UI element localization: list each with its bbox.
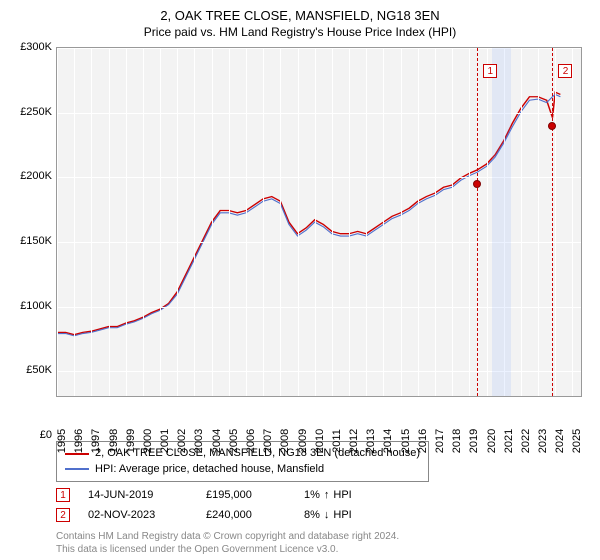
grid-line-v (418, 48, 419, 396)
highlight-band (492, 48, 511, 396)
chart-area: 12 £0£50K£100K£150K£200K£250K£300K199519… (12, 43, 588, 435)
grid-line-v (229, 48, 230, 396)
grid-line-v (298, 48, 299, 396)
y-axis-label: £150K (12, 235, 52, 247)
sale-delta-pct: 8% (304, 509, 320, 521)
grid-line-v (177, 48, 178, 396)
y-axis-label: £50K (12, 364, 52, 376)
grid-line-v (383, 48, 384, 396)
sale-badge: 1 (56, 488, 70, 502)
sale-marker-dot (473, 180, 481, 188)
grid-line-v (366, 48, 367, 396)
legend-label: HPI: Average price, detached house, Mans… (95, 462, 324, 477)
sale-price: £195,000 (206, 489, 286, 501)
chart-subtitle: Price paid vs. HM Land Registry's House … (12, 25, 588, 39)
sale-row: 2 02-NOV-2023 £240,000 8% ↓HPI (56, 508, 582, 522)
sale-delta-label: HPI (333, 489, 351, 501)
sale-delta-pct: 1% (304, 489, 320, 501)
sale-delta-label: HPI (333, 509, 351, 521)
grid-line-v (572, 48, 573, 396)
grid-line-v (469, 48, 470, 396)
sale-marker-badge: 1 (483, 64, 497, 78)
grid-line-v (452, 48, 453, 396)
grid-line-v (212, 48, 213, 396)
grid-line-v (521, 48, 522, 396)
title-block: 2, OAK TREE CLOSE, MANSFIELD, NG18 3EN P… (12, 8, 588, 39)
grid-line-v (435, 48, 436, 396)
grid-line-v (246, 48, 247, 396)
grid-line-v (194, 48, 195, 396)
sale-marker-badge: 2 (558, 64, 572, 78)
sale-marker-line (552, 48, 553, 396)
series-hpi (57, 94, 560, 335)
grid-line-v (280, 48, 281, 396)
y-axis-label: £100K (12, 300, 52, 312)
attribution-line: This data is licensed under the Open Gov… (56, 543, 582, 556)
grid-line-v (126, 48, 127, 396)
sale-price: £240,000 (206, 509, 286, 521)
attribution-line: Contains HM Land Registry data © Crown c… (56, 530, 582, 543)
chart-title: 2, OAK TREE CLOSE, MANSFIELD, NG18 3EN (12, 8, 588, 23)
sale-marker-line (477, 48, 478, 396)
legend-item-hpi: HPI: Average price, detached house, Mans… (65, 462, 420, 477)
grid-line-v (263, 48, 264, 396)
y-axis-label: £0 (12, 429, 52, 441)
y-axis-label: £300K (12, 41, 52, 53)
grid-line-v (332, 48, 333, 396)
sale-date: 02-NOV-2023 (88, 509, 188, 521)
grid-line-v (160, 48, 161, 396)
arrow-up-icon: ↑ (324, 489, 330, 501)
attribution: Contains HM Land Registry data © Crown c… (56, 530, 582, 556)
grid-line-v (143, 48, 144, 396)
grid-line-v (401, 48, 402, 396)
legend-swatch (65, 468, 89, 470)
sale-delta: 8% ↓HPI (304, 509, 352, 521)
arrow-down-icon: ↓ (324, 509, 330, 521)
plot-region: 12 (56, 47, 582, 397)
grid-line-v (487, 48, 488, 396)
sale-rows: 1 14-JUN-2019 £195,000 1% ↑HPI 2 02-NOV-2023 £2… (56, 488, 582, 528)
grid-line-v (74, 48, 75, 396)
grid-line-v (57, 48, 58, 396)
sale-row: 1 14-JUN-2019 £195,000 1% ↑HPI (56, 488, 582, 502)
sale-delta: 1% ↑HPI (304, 489, 352, 501)
series-subject (57, 92, 560, 335)
y-axis-label: £250K (12, 106, 52, 118)
y-axis-label: £200K (12, 170, 52, 182)
sale-marker-dot (548, 122, 556, 130)
grid-line-v (349, 48, 350, 396)
grid-line-v (109, 48, 110, 396)
grid-line-v (315, 48, 316, 396)
sale-badge: 2 (56, 508, 70, 522)
grid-line-v (538, 48, 539, 396)
grid-line-v (555, 48, 556, 396)
grid-line-v (91, 48, 92, 396)
sale-date: 14-JUN-2019 (88, 489, 188, 501)
